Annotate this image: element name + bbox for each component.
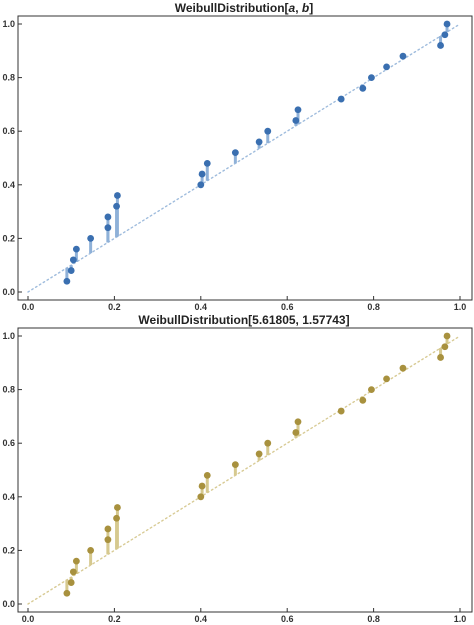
data-point (69, 568, 77, 576)
y-tick-label: 0.2 (2, 545, 15, 555)
data-point (292, 429, 300, 436)
data-point (255, 138, 263, 146)
x-tick-label: 0.4 (195, 614, 208, 624)
x-tick-label: 0.0 (22, 302, 35, 312)
chart-marks: 0.0 0.2 0.4 0.6 0.8 1.0 0.0 0.2 0.4 0.6 0.8 1.0 (2, 19, 466, 312)
data-point (294, 418, 302, 426)
data-point (231, 149, 239, 157)
data-point (104, 525, 112, 533)
chart-panel-top: WeibullDistribution[a, b] 0.0 0.2 0.4 0.6 0.… (0, 0, 474, 312)
data-point (197, 493, 205, 501)
chart-title: WeibullDistribution[a, b] (175, 1, 313, 15)
data-point (104, 213, 112, 221)
data-point (72, 557, 80, 565)
chart-title: WeibullDistribution[5.61805, 1.57743] (138, 313, 349, 327)
y-tick-label: 0.8 (2, 73, 15, 83)
x-tick-label: 0.6 (281, 614, 294, 624)
x-tick-label: 0.8 (367, 302, 380, 312)
data-point (63, 277, 71, 285)
weibull-fitted-chart: WeibullDistribution[5.61805, 1.57743] 0.… (2, 313, 473, 624)
reference-line (27, 335, 461, 605)
data-point (67, 579, 75, 586)
data-point (114, 192, 121, 199)
data-point (104, 536, 112, 544)
data-point (383, 375, 390, 383)
data-point (264, 127, 272, 135)
data-point (63, 589, 71, 597)
x-tick-label: 0.0 (22, 614, 35, 624)
y-tick-label: 0.6 (2, 126, 15, 136)
x-tick-label: 0.2 (108, 614, 121, 624)
y-tick-label: 0.0 (2, 599, 15, 609)
data-point (337, 95, 345, 103)
x-tick-label: 0.4 (195, 302, 208, 312)
data-point (72, 245, 80, 253)
y-tick-label: 1.0 (2, 331, 15, 341)
data-point (197, 181, 205, 189)
y-tick-label: 0.0 (2, 287, 15, 297)
weibull-ab-chart: WeibullDistribution[a, b] 0.0 0.2 0.4 0.6 0.… (2, 1, 473, 312)
data-point (113, 514, 120, 522)
data-point (437, 354, 444, 361)
plot-frame (17, 327, 473, 613)
y-tick-label: 0.4 (2, 180, 15, 190)
data-point (368, 386, 375, 393)
data-point (69, 256, 77, 264)
y-tick-label: 0.8 (2, 385, 15, 395)
data-point (399, 52, 407, 60)
plot-frame (17, 15, 473, 301)
data-point (198, 482, 206, 490)
reference-line (27, 23, 461, 293)
data-point (368, 74, 375, 81)
data-point (67, 267, 75, 274)
data-point (198, 170, 206, 178)
data-point (231, 461, 239, 469)
data-point (383, 63, 390, 71)
data-point (113, 202, 120, 210)
y-tick-label: 0.6 (2, 438, 15, 448)
data-point (337, 407, 345, 415)
data-point (441, 31, 449, 39)
x-tick-label: 1.0 (454, 302, 467, 312)
data-point (399, 364, 407, 372)
data-point (359, 396, 367, 404)
data-point (87, 547, 95, 554)
y-tick-label: 1.0 (2, 19, 15, 29)
data-point (359, 84, 367, 92)
x-tick-label: 0.6 (281, 302, 294, 312)
data-point (203, 159, 211, 167)
data-point (443, 20, 451, 28)
data-point (437, 42, 444, 49)
data-point (443, 332, 451, 340)
data-point (255, 450, 263, 458)
y-tick-label: 0.2 (2, 233, 15, 243)
y-tick-label: 0.4 (2, 492, 15, 502)
chart-panel-bottom: WeibullDistribution[5.61805, 1.57743] 0.… (0, 312, 474, 625)
data-point (104, 224, 112, 232)
chart-marks: 0.0 0.2 0.4 0.6 0.8 1.0 0.0 0.2 0.4 0.6 0.8 1.0 (2, 331, 466, 624)
data-point (114, 504, 121, 511)
x-tick-label: 0.8 (367, 614, 380, 624)
data-point (203, 471, 211, 479)
data-point (87, 235, 95, 242)
x-tick-label: 1.0 (454, 614, 467, 624)
data-point (441, 343, 449, 351)
data-point (264, 439, 272, 447)
data-point (292, 117, 300, 124)
x-tick-label: 0.2 (108, 302, 121, 312)
data-point (294, 106, 302, 114)
